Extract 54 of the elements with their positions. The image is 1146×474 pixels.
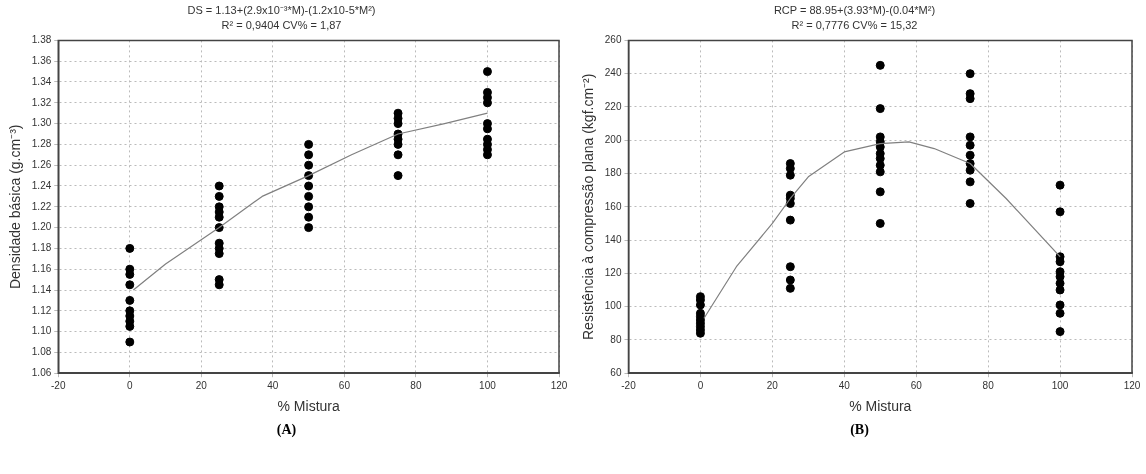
x-tick-label: 120: [550, 379, 568, 391]
y-tick-label: 1.10: [31, 325, 52, 337]
x-tick-label: 100: [1051, 379, 1069, 391]
y-tick-label: 1.08: [31, 346, 52, 358]
y-tick-label: 1.12: [31, 304, 52, 316]
x-tick-label: 80: [982, 379, 995, 391]
x-tick-label: 100: [479, 379, 497, 391]
y-axis-title: Densidade básica (g.cm⁻³): [7, 124, 24, 290]
y-tick-label: 160: [604, 200, 622, 212]
y-tick-label: 1.14: [31, 283, 52, 295]
y-tick-label: 200: [604, 133, 622, 145]
x-tick-label: 20: [195, 379, 208, 391]
y-tick-label: 140: [604, 233, 622, 245]
y-tick-label: 80: [610, 333, 622, 345]
y-tick-label: 1.32: [31, 96, 52, 108]
chart-subtitle: R² = 0,7776 CV% = 15,32: [791, 18, 918, 31]
y-tick-label: 1.18: [31, 242, 52, 254]
x-tick-label: 60: [910, 379, 923, 391]
y-tick-label: 1.20: [31, 221, 52, 233]
x-tick-label: 0: [697, 379, 704, 391]
x-tick-label: -20: [621, 379, 637, 391]
y-tick-label: 1.34: [31, 75, 52, 87]
x-axis-title: % Mistura: [277, 398, 340, 415]
x-tick-label: -20: [51, 379, 66, 391]
x-tick-label: 120: [1123, 379, 1141, 391]
x-tick-label: 60: [338, 379, 351, 391]
x-tick-label: 80: [410, 379, 422, 391]
y-tick-label: 1.26: [31, 158, 52, 170]
y-tick-label: 220: [604, 100, 622, 112]
chart-subtitle: R² = 0,9404 CV% = 1,87: [221, 18, 342, 31]
y-tick-label: 260: [604, 34, 622, 46]
y-tick-label: 120: [604, 267, 622, 279]
text: (A): [276, 422, 297, 438]
x-axis-title: % Mistura: [849, 398, 912, 415]
y-tick-label: 100: [604, 300, 622, 312]
chart-title: DS = 1.13+(2.9x10⁻³*M)-(1.2x10-5*M²): [187, 3, 376, 16]
x-tick-label: 40: [838, 379, 851, 391]
y-axis-title: Resistência à compressão plana (kgf.cm⁻²): [580, 73, 597, 341]
y-tick-label: 1.16: [31, 262, 52, 274]
y-tick-label: 1.22: [31, 200, 52, 212]
x-tick-label: 0: [127, 379, 134, 391]
text: (B): [850, 422, 869, 438]
y-tick-label: 240: [604, 67, 622, 79]
y-tick-label: 1.06: [31, 366, 52, 378]
y-tick-label: 1.36: [31, 54, 52, 66]
y-tick-label: 1.38: [31, 34, 52, 46]
x-tick-label: 40: [267, 379, 279, 391]
y-tick-label: 1.24: [31, 179, 52, 191]
y-tick-label: 1.28: [31, 138, 52, 150]
x-tick-label: 20: [766, 379, 779, 391]
chart-title: RCP = 88.95+(3.93*M)-(0.04*M²): [773, 3, 936, 16]
y-tick-label: 60: [610, 366, 622, 378]
y-tick-label: 180: [604, 167, 622, 179]
y-tick-label: 1.30: [31, 117, 52, 129]
